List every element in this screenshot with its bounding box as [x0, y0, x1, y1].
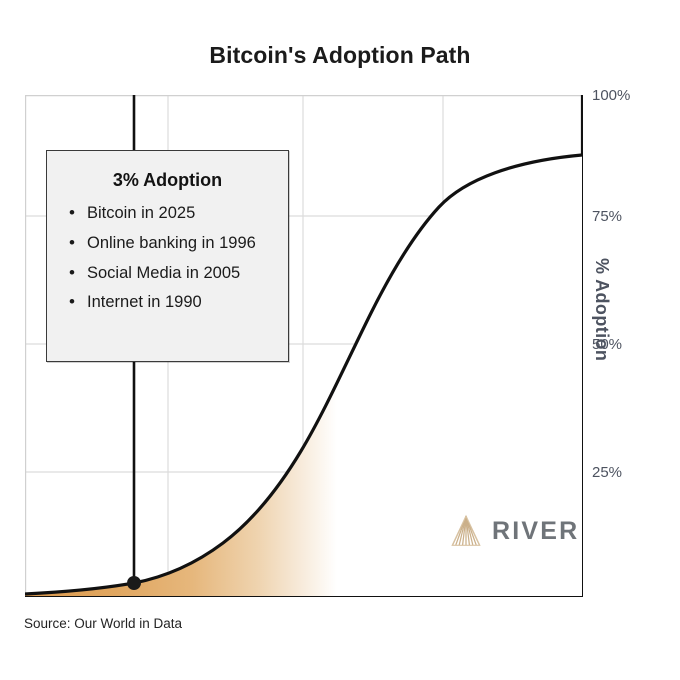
area-fill [25, 155, 582, 596]
list-item: Internet in 1990 [69, 293, 288, 311]
page-title: Bitcoin's Adoption Path [209, 42, 471, 68]
adoption-curve-svg [25, 95, 583, 597]
list-item: Online banking in 1996 [69, 234, 288, 252]
y-axis-tick-25: 25% [592, 464, 623, 481]
adoption-marker-dot[interactable] [127, 576, 141, 590]
annotation-callout: 3% Adoption Bitcoin in 2025 Online banki… [46, 150, 289, 362]
plot-area [25, 95, 583, 597]
river-logo: RIVER [450, 514, 579, 548]
annotation-heading: 3% Adoption [112, 170, 223, 190]
y-axis-tick-100: 100% [592, 87, 631, 104]
source-note: Source: Our World in Data [24, 616, 183, 631]
list-item: Social Media in 2005 [69, 264, 288, 282]
y-axis-title: % Adoption [592, 258, 612, 362]
river-fan-icon [451, 514, 481, 546]
list-item: Bitcoin in 2025 [69, 204, 288, 222]
river-wordmark: RIVER [492, 516, 580, 545]
y-axis-tick-50: 50% [592, 336, 623, 353]
y-axis-tick-75: 75% [592, 208, 623, 225]
annotation-list: Bitcoin in 2025 Online banking in 1996 S… [47, 204, 288, 312]
